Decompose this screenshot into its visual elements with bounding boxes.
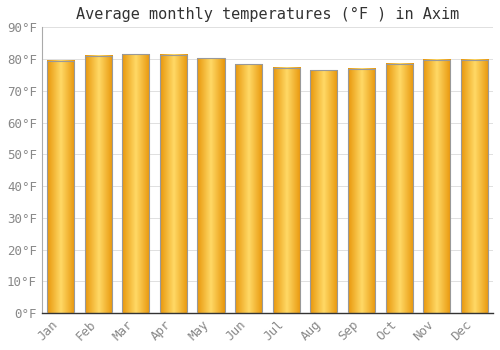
Bar <box>423 60 450 313</box>
Bar <box>348 69 375 313</box>
Bar <box>272 68 300 313</box>
Bar <box>122 54 150 313</box>
Bar <box>235 64 262 313</box>
Bar <box>47 61 74 313</box>
Title: Average monthly temperatures (°F ) in Axim: Average monthly temperatures (°F ) in Ax… <box>76 7 459 22</box>
Bar <box>160 55 187 313</box>
Bar <box>310 70 338 313</box>
Bar <box>460 60 488 313</box>
Bar <box>198 58 224 313</box>
Bar <box>386 64 412 313</box>
Bar <box>84 56 112 313</box>
